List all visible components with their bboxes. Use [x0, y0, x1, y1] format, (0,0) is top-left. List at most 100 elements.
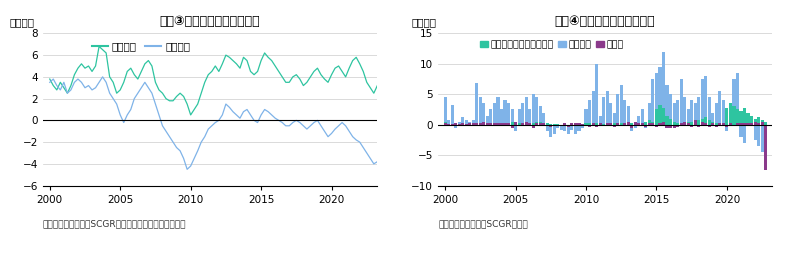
Bar [458, 124, 460, 125]
Bar [666, 125, 669, 128]
Bar [471, 120, 475, 125]
Bar [482, 103, 486, 125]
Bar [697, 120, 700, 125]
Legend: 経常収支, 貿易収支: 経常収支, 貿易収支 [88, 37, 194, 55]
Bar [497, 97, 500, 125]
Bar [588, 100, 591, 125]
Bar [680, 123, 682, 125]
Bar [595, 64, 598, 125]
Bar [612, 125, 615, 126]
Bar [609, 123, 612, 125]
Bar [535, 97, 538, 125]
Bar [680, 123, 682, 125]
Bar [454, 125, 457, 128]
Bar [451, 124, 454, 125]
Bar [690, 100, 693, 125]
Bar [616, 123, 619, 125]
Bar [634, 123, 637, 125]
Bar [697, 97, 700, 125]
Text: （兆円）: （兆円） [412, 17, 436, 27]
Bar [740, 125, 743, 137]
Bar [648, 103, 651, 125]
Bar [676, 125, 679, 126]
Bar [507, 123, 510, 125]
Bar [637, 123, 641, 125]
Bar [693, 122, 696, 125]
Bar [574, 125, 577, 134]
Bar [552, 125, 556, 126]
Bar [697, 125, 700, 126]
Bar [602, 124, 605, 125]
Bar [750, 116, 753, 125]
Text: （兆円）: （兆円） [9, 17, 35, 27]
Bar [715, 125, 718, 126]
Bar [733, 79, 736, 125]
Bar [588, 123, 591, 125]
Bar [757, 118, 760, 125]
Bar [486, 116, 489, 125]
Bar [612, 113, 615, 125]
Bar [750, 123, 753, 125]
Bar [549, 124, 552, 125]
Bar [521, 103, 524, 125]
Bar [623, 123, 626, 125]
Bar [623, 123, 626, 125]
Bar [747, 113, 749, 125]
Bar [585, 125, 588, 126]
Bar [578, 123, 581, 125]
Bar [719, 123, 722, 125]
Bar [578, 125, 581, 131]
Bar [630, 125, 634, 128]
Bar [514, 122, 517, 125]
Bar [652, 79, 655, 125]
Bar [538, 122, 541, 125]
Bar [655, 125, 658, 126]
Bar [619, 85, 623, 125]
Bar [693, 103, 696, 125]
Bar [711, 122, 715, 125]
Bar [676, 123, 679, 125]
Bar [673, 125, 675, 128]
Bar [760, 120, 763, 125]
Bar [478, 123, 482, 125]
Bar [560, 125, 563, 129]
Bar [525, 122, 528, 125]
Bar [490, 123, 493, 125]
Bar [764, 125, 767, 170]
Bar [556, 124, 560, 125]
Bar [757, 125, 760, 146]
Legend: 株式・投資ファンド持分, 中長期債, 短期債: 株式・投資ファンド持分, 中長期債, 短期債 [476, 36, 628, 53]
Bar [637, 123, 641, 125]
Bar [708, 120, 711, 125]
Bar [592, 123, 595, 125]
Bar [458, 122, 460, 125]
Bar [493, 103, 496, 125]
Bar [500, 110, 503, 125]
Bar [545, 123, 549, 125]
Text: （出所：財務省よりSCGR作成）: （出所：財務省よりSCGR作成） [438, 219, 528, 228]
Bar [704, 118, 708, 125]
Bar [511, 110, 514, 125]
Bar [726, 125, 729, 131]
Bar [645, 122, 648, 125]
Bar [563, 125, 567, 131]
Bar [538, 123, 541, 125]
Bar [616, 123, 619, 125]
Bar [648, 120, 651, 125]
Bar [507, 103, 510, 125]
Bar [528, 123, 531, 125]
Bar [567, 125, 570, 134]
Bar [545, 125, 549, 126]
Bar [464, 124, 467, 125]
Bar [666, 85, 669, 125]
Bar [764, 125, 767, 170]
Bar [525, 123, 528, 125]
Bar [652, 122, 655, 125]
Bar [700, 122, 704, 125]
Bar [574, 123, 577, 125]
Bar [711, 113, 715, 125]
Bar [482, 122, 486, 125]
Bar [585, 123, 588, 125]
Bar [609, 103, 612, 125]
Bar [669, 119, 672, 125]
